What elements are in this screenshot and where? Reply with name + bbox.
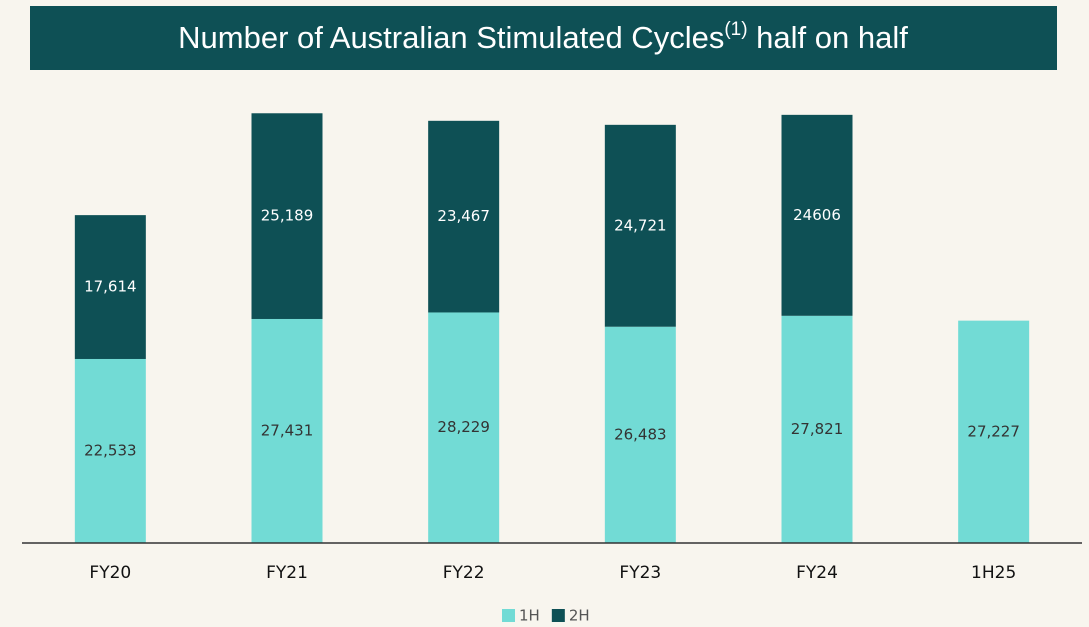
bar-segment: [781, 315, 853, 543]
value-label: 17,614: [84, 278, 137, 296]
title-banner: [30, 6, 1057, 70]
x-tick-label: FY22: [443, 563, 485, 583]
title-main: Number of Australian Stimulated Cycles: [178, 20, 724, 55]
value-label: 26,483: [614, 425, 667, 443]
bar-segment: [604, 124, 676, 327]
bar-segment: [251, 318, 323, 543]
bar-segment: [781, 114, 853, 316]
bar-segment: [74, 358, 146, 543]
legend-swatch: [502, 609, 515, 622]
legend-label: 1H: [519, 607, 540, 625]
bar-segment: [251, 113, 323, 319]
value-label: 22,533: [84, 441, 137, 459]
bar-segment: [604, 326, 676, 543]
chart-title: Number of Australian Stimulated Cycles(1…: [178, 19, 908, 55]
title-suffix: half on half: [748, 20, 909, 55]
value-label: 27,821: [791, 420, 844, 438]
value-label: 23,467: [437, 207, 490, 225]
x-tick-label: FY20: [89, 563, 131, 583]
bar-segment: [428, 120, 500, 313]
value-label: 24606: [793, 206, 841, 224]
bar-segment: [74, 215, 146, 359]
x-tick-label: FY24: [796, 563, 838, 583]
legend-swatch: [551, 609, 565, 622]
x-tick-label: 1H25: [971, 563, 1016, 583]
legend-label: 2H: [569, 607, 590, 625]
bar-segment: [958, 320, 1030, 543]
value-label: 24,721: [614, 216, 667, 234]
value-label: 27,431: [261, 421, 314, 439]
bar-segment: [428, 312, 500, 543]
x-tick-label: FY23: [619, 563, 661, 583]
title-note: (1): [724, 19, 747, 40]
x-tick-label: FY21: [266, 563, 308, 583]
value-label: 28,229: [437, 418, 490, 436]
value-label: 27,227: [967, 422, 1020, 440]
value-label: 25,189: [261, 207, 314, 225]
